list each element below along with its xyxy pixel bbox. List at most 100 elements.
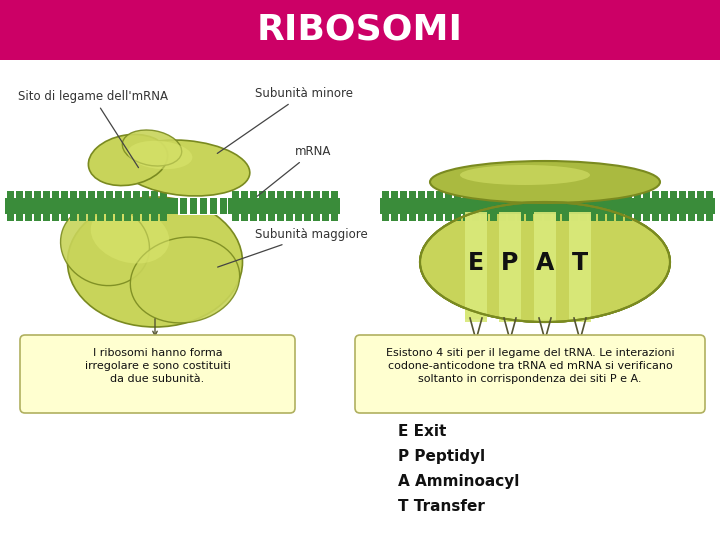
Text: mRNA: mRNA — [257, 145, 331, 196]
Text: A Amminoacyl: A Amminoacyl — [398, 474, 519, 489]
Bar — [25, 191, 32, 198]
Bar — [210, 198, 217, 214]
Bar — [580, 191, 587, 198]
Bar — [295, 214, 302, 221]
Ellipse shape — [89, 134, 168, 186]
Text: Sito di legame dell'mRNA: Sito di legame dell'mRNA — [18, 90, 168, 167]
Bar — [445, 191, 452, 198]
Bar — [277, 214, 284, 221]
Bar — [652, 214, 659, 221]
Bar — [688, 191, 695, 198]
Bar — [115, 214, 122, 221]
Bar — [463, 191, 470, 198]
Bar — [34, 214, 41, 221]
Bar — [70, 214, 77, 221]
Bar — [409, 214, 416, 221]
Text: T Transfer: T Transfer — [398, 499, 485, 514]
Bar — [562, 214, 569, 221]
Bar — [70, 191, 77, 198]
Bar — [331, 191, 338, 198]
Bar — [643, 191, 650, 198]
Bar — [534, 212, 556, 322]
Bar — [133, 214, 140, 221]
Bar — [697, 191, 704, 198]
Bar — [313, 191, 320, 198]
Bar — [88, 191, 95, 198]
Bar — [250, 191, 257, 198]
Bar — [465, 212, 487, 322]
Bar — [454, 191, 461, 198]
Bar — [7, 191, 14, 198]
Bar — [268, 214, 275, 221]
Bar — [88, 214, 95, 221]
Bar — [454, 214, 461, 221]
Bar — [34, 191, 41, 198]
Bar — [16, 191, 23, 198]
Bar — [436, 214, 443, 221]
Text: T: T — [572, 251, 588, 275]
Bar — [634, 191, 641, 198]
Bar — [418, 191, 425, 198]
Bar — [670, 191, 677, 198]
Bar — [544, 214, 551, 221]
Text: P: P — [501, 251, 518, 275]
Text: E: E — [468, 251, 484, 275]
Ellipse shape — [460, 165, 590, 185]
Bar — [259, 191, 266, 198]
Bar — [688, 214, 695, 221]
Bar — [490, 214, 497, 221]
Bar — [569, 214, 591, 319]
Bar — [670, 214, 677, 221]
Bar — [508, 191, 515, 198]
Bar — [160, 191, 167, 198]
Bar — [295, 191, 302, 198]
Bar — [445, 214, 452, 221]
Text: A: A — [536, 251, 554, 275]
Bar — [151, 191, 158, 198]
Ellipse shape — [120, 140, 250, 196]
Bar — [517, 214, 524, 221]
Bar — [569, 212, 591, 322]
Bar — [661, 191, 668, 198]
Bar — [571, 214, 578, 221]
Bar — [286, 214, 293, 221]
Bar — [589, 214, 596, 221]
Bar — [322, 214, 329, 221]
Bar — [52, 214, 59, 221]
Bar — [304, 191, 311, 198]
Bar — [200, 198, 207, 214]
Text: P Peptidyl: P Peptidyl — [398, 449, 485, 464]
Bar — [553, 191, 560, 198]
Bar — [643, 214, 650, 221]
Bar — [142, 191, 149, 198]
Bar — [180, 198, 187, 214]
Bar — [400, 191, 407, 198]
Bar — [331, 214, 338, 221]
Bar — [241, 214, 248, 221]
Bar — [499, 191, 506, 198]
Bar — [43, 214, 50, 221]
Bar — [313, 214, 320, 221]
Bar — [106, 214, 113, 221]
Bar — [400, 214, 407, 221]
Text: Subunità minore: Subunità minore — [217, 87, 353, 153]
Bar — [490, 191, 497, 198]
Bar — [151, 214, 158, 221]
Bar — [25, 214, 32, 221]
Bar — [679, 191, 686, 198]
Bar — [61, 214, 68, 221]
Bar — [598, 191, 605, 198]
Bar — [517, 191, 524, 198]
Text: Esistono 4 siti per il legame del tRNA. Le interazioni
codone-anticodone tra tRN: Esistono 4 siti per il legame del tRNA. … — [386, 348, 675, 384]
Bar — [481, 214, 488, 221]
Bar — [382, 191, 389, 198]
Bar — [607, 191, 614, 198]
FancyBboxPatch shape — [20, 335, 295, 413]
Bar — [241, 191, 248, 198]
Ellipse shape — [127, 141, 192, 169]
Bar — [232, 191, 239, 198]
Bar — [472, 214, 479, 221]
Text: E Exit: E Exit — [398, 424, 446, 439]
Bar — [133, 191, 140, 198]
Bar — [436, 191, 443, 198]
